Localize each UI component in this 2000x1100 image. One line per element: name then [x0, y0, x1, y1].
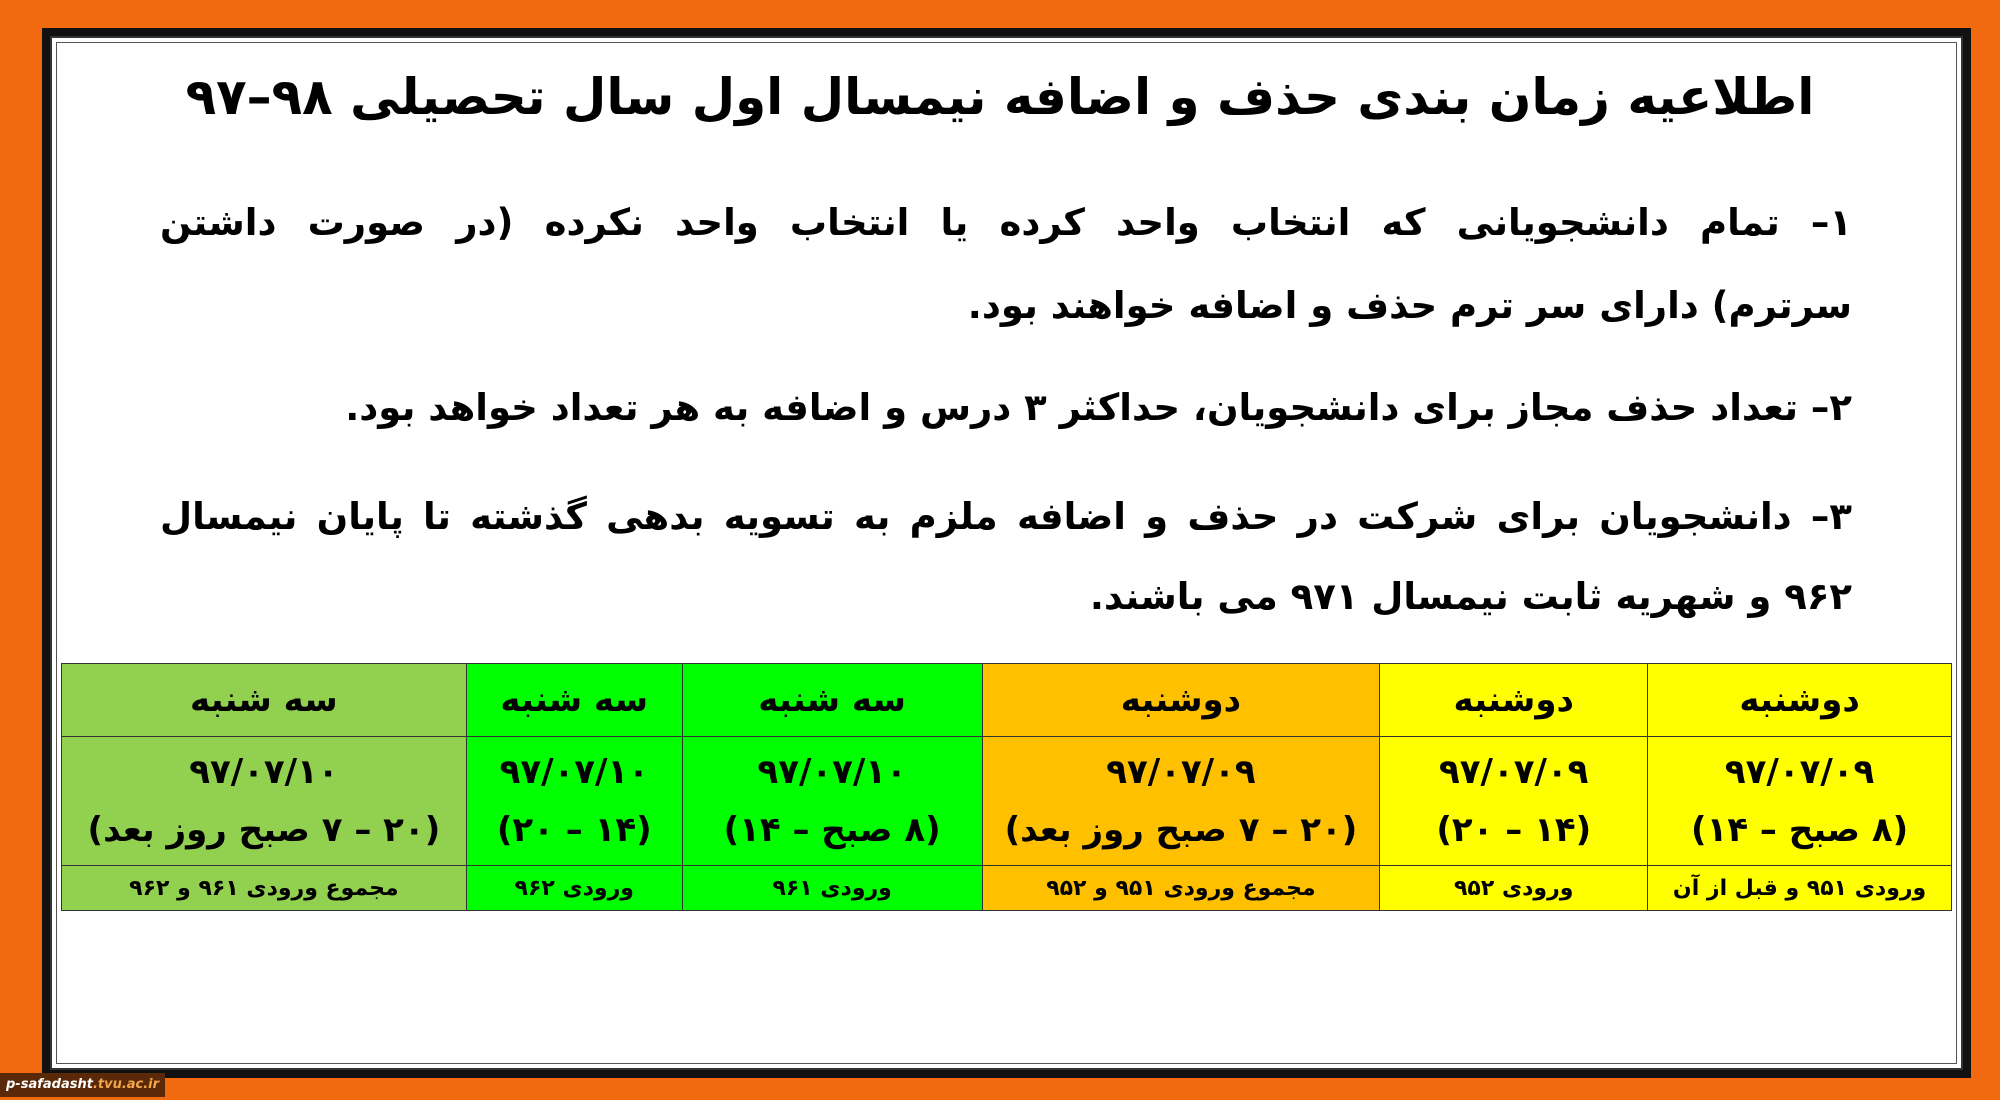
day-label: سه شنبه	[190, 680, 338, 720]
group-label: ورودی ۹۵۲	[1454, 875, 1574, 901]
day-cell: دوشنبه	[1379, 663, 1649, 737]
group-cell: مجموع ورودی ۹۶۱ و ۹۶۲	[61, 865, 467, 911]
group-label: ورودی ۹۶۱	[772, 875, 892, 901]
group-cell: ورودی ۹۶۲	[465, 865, 683, 911]
date-time-row: ۹۷/۰۷/۰۹ (۸ صبح – ۱۴) ۹۷/۰۷/۰۹ (۱۴ – ۲۰) ۹۷/…	[61, 736, 1952, 866]
day-row: دوشنبه دوشنبه دوشنبه سه شنبه سه شنبه سه شنبه	[61, 663, 1952, 737]
date-time-cell: ۹۷/۰۷/۰۹ (۲۰ – ۷ صبح روز بعد)	[981, 736, 1381, 866]
paragraph-line: سرترم) دارای سر ترم حذف و اضافه خواهند ب…	[967, 284, 1852, 327]
day-cell: سه شنبه	[465, 663, 683, 737]
group-label: مجموع ورودی ۹۵۱ و ۹۵۲	[1046, 875, 1316, 901]
day-label: سه شنبه	[758, 680, 906, 720]
paragraph-line: ۲– تعداد حذف مجاز برای دانشجویان، حداکثر…	[345, 386, 1852, 429]
date-label: ۹۷/۰۷/۱۰	[189, 752, 339, 792]
date-time-cell: ۹۷/۰۷/۱۰ (۱۴ – ۲۰)	[465, 736, 683, 866]
watermark-name: p-safadasht	[6, 1077, 93, 1092]
date-time-cell: ۹۷/۰۷/۰۹ (۱۴ – ۲۰)	[1379, 736, 1649, 866]
paragraph-line: ۹۶۲ و شهریه ثابت نیمسال ۹۷۱ می باشند.	[1089, 575, 1852, 618]
date-label: ۹۷/۰۷/۰۹	[1106, 752, 1256, 792]
group-label: ورودی ۹۵۱ و قبل از آن	[1672, 875, 1927, 901]
group-row: ورودی ۹۵۱ و قبل از آن ورودی ۹۵۲ مجموع ورود…	[61, 865, 1952, 911]
date-label: ۹۷/۰۷/۰۹	[1724, 752, 1875, 792]
time-range: (۸ صبح – ۱۴)	[1691, 810, 1909, 850]
inner-border	[56, 42, 1957, 1064]
day-cell: سه شنبه	[681, 663, 983, 737]
notice-title: اطلاعیه زمان بندی حذف و اضافه نیمسال اول…	[185, 68, 1815, 126]
paragraph-line: ۱– تمام دانشجویانی که انتخاب واحد کرده ی…	[160, 201, 1852, 244]
group-label: مجموع ورودی ۹۶۱ و ۹۶۲	[129, 875, 399, 901]
date-label: ۹۷/۰۷/۱۰	[757, 752, 907, 792]
date-time-cell: ۹۷/۰۷/۱۰ (۲۰ – ۷ صبح روز بعد)	[61, 736, 467, 866]
day-cell: سه شنبه	[61, 663, 467, 737]
time-range: (۲۰ – ۷ صبح روز بعد)	[87, 810, 441, 850]
group-cell: ورودی ۹۶۱	[681, 865, 983, 911]
group-cell: ورودی ۹۵۲	[1379, 865, 1649, 911]
date-time-cell: ۹۷/۰۷/۰۹ (۸ صبح – ۱۴)	[1647, 736, 1952, 866]
paragraph-3: ۳– دانشجویان برای شرکت در حذف و اضافه مل…	[160, 497, 1852, 617]
date-label: ۹۷/۰۷/۰۹	[1439, 752, 1589, 792]
date-time-cell: ۹۷/۰۷/۱۰ (۸ صبح – ۱۴)	[681, 736, 983, 866]
group-cell: مجموع ورودی ۹۵۱ و ۹۵۲	[981, 865, 1381, 911]
site-watermark: p-safadasht.tvu.ac.ir	[0, 1073, 166, 1097]
day-label: سه شنبه	[500, 680, 649, 720]
day-cell: دوشنبه	[1647, 663, 1952, 737]
time-range: (۸ صبح – ۱۴)	[723, 810, 941, 850]
date-label: ۹۷/۰۷/۱۰	[499, 752, 649, 792]
day-cell: دوشنبه	[981, 663, 1381, 737]
time-range: (۲۰ – ۷ صبح روز بعد)	[1004, 810, 1358, 850]
day-label: دوشنبه	[1120, 680, 1242, 720]
schedule-table: دوشنبه دوشنبه دوشنبه سه شنبه سه شنبه سه شنبه …	[61, 663, 1952, 911]
time-range: (۱۴ – ۲۰)	[496, 810, 652, 850]
day-label: دوشنبه	[1739, 680, 1860, 720]
group-label: ورودی ۹۶۲	[514, 875, 634, 901]
watermark-domain: .tvu.ac.ir	[92, 1077, 160, 1092]
paragraph-2: ۲– تعداد حذف مجاز برای دانشجویان، حداکثر…	[160, 388, 1852, 428]
paragraph-1: ۱– تمام دانشجویانی که انتخاب واحد کرده ی…	[160, 203, 1852, 326]
group-cell: ورودی ۹۵۱ و قبل از آن	[1647, 865, 1952, 911]
paragraph-line: ۳– دانشجویان برای شرکت در حذف و اضافه مل…	[160, 495, 1852, 538]
day-label: دوشنبه	[1453, 680, 1574, 720]
time-range: (۱۴ – ۲۰)	[1436, 810, 1592, 850]
